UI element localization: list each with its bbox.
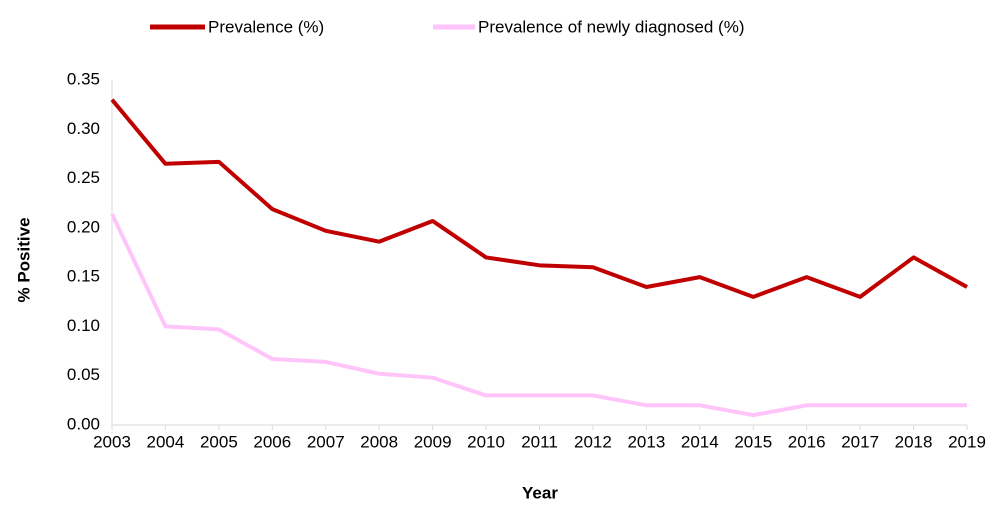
y-tick-label: 0.00 (67, 414, 100, 433)
x-tick-label: 2018 (895, 432, 933, 451)
x-tick-label: 2011 (521, 432, 558, 451)
legend-label: Prevalence (%) (208, 17, 324, 36)
x-axis-title: Year (522, 483, 558, 502)
y-tick-label: 0.05 (67, 365, 100, 384)
y-tick-label: 0.10 (67, 316, 100, 335)
x-tick-label: 2009 (414, 432, 452, 451)
y-tick-label: 0.20 (67, 217, 100, 236)
y-tick-label: 0.15 (67, 267, 100, 286)
legend-label: Prevalence of newly diagnosed (%) (478, 17, 744, 36)
x-tick-label: 2016 (788, 432, 826, 451)
y-tick-label: 0.25 (67, 168, 100, 187)
data-line (110, 213, 967, 418)
x-tick-label: 2012 (574, 432, 612, 451)
x-tick-label: 2015 (734, 432, 772, 451)
x-tick-label: 2017 (841, 432, 879, 451)
x-tick-label: 2004 (147, 432, 185, 451)
y-tick-label: 0.30 (67, 119, 100, 138)
x-tick-label: 2014 (681, 432, 719, 451)
x-tick-label: 2005 (200, 432, 238, 451)
y-tick-label: 0.35 (67, 69, 100, 88)
y-axis-title: % Positive (14, 217, 33, 302)
data-line (110, 98, 968, 299)
x-tick-label: 2006 (253, 432, 291, 451)
x-tick-label: 2010 (467, 432, 505, 451)
x-tick-label: 2003 (93, 432, 131, 451)
x-tick-label: 2008 (360, 432, 398, 451)
x-tick-label: 2007 (307, 432, 345, 451)
x-tick-label: 2019 (948, 432, 986, 451)
x-tick-label: 2013 (627, 432, 665, 451)
